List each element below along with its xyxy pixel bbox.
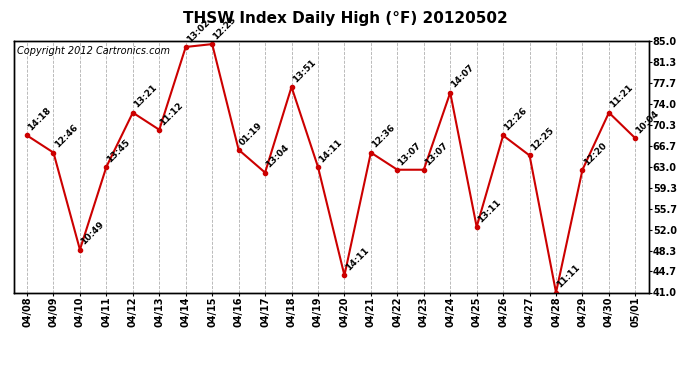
Text: 13:02: 13:02: [185, 18, 211, 44]
Text: THSW Index Daily High (°F) 20120502: THSW Index Daily High (°F) 20120502: [183, 11, 507, 26]
Text: 13:04: 13:04: [264, 143, 291, 170]
Text: 13:21: 13:21: [132, 83, 159, 110]
Text: 13:51: 13:51: [290, 57, 317, 84]
Text: 12:23: 12:23: [211, 15, 238, 41]
Text: 14:11: 14:11: [344, 246, 371, 273]
Text: 11:21: 11:21: [608, 83, 635, 110]
Text: 13:07: 13:07: [397, 140, 423, 167]
Text: 12:25: 12:25: [529, 126, 555, 153]
Text: 12:46: 12:46: [52, 123, 79, 150]
Text: 14:07: 14:07: [449, 63, 476, 90]
Text: 10:04: 10:04: [635, 109, 661, 135]
Text: 01:19: 01:19: [238, 120, 264, 147]
Text: 14:18: 14:18: [26, 106, 53, 133]
Text: 14:11: 14:11: [317, 137, 344, 164]
Text: 13:45: 13:45: [106, 137, 132, 164]
Text: 12:36: 12:36: [370, 123, 397, 150]
Text: 11:11: 11:11: [555, 263, 582, 290]
Text: 13:11: 13:11: [476, 198, 502, 224]
Text: 12:20: 12:20: [582, 140, 608, 167]
Text: 13:07: 13:07: [423, 140, 450, 167]
Text: 12:26: 12:26: [502, 106, 529, 133]
Text: 11:12: 11:12: [159, 100, 185, 127]
Text: 10:49: 10:49: [79, 220, 106, 247]
Text: Copyright 2012 Cartronics.com: Copyright 2012 Cartronics.com: [17, 46, 170, 56]
